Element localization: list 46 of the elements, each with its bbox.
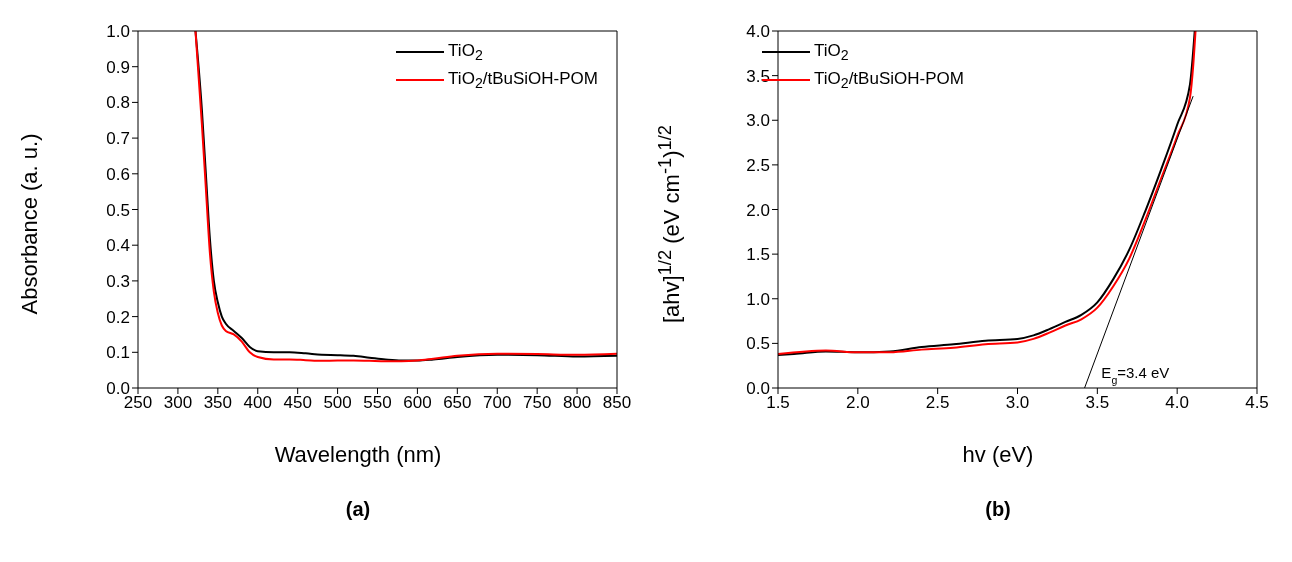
y-tick-label: 0.4 — [106, 236, 130, 256]
x-tick-label: 4.0 — [1165, 393, 1189, 413]
x-tick-label: 700 — [483, 393, 512, 413]
y-tick-label: 1.0 — [106, 22, 130, 42]
text: (b) — [985, 498, 1011, 520]
x-tick-label: 650 — [443, 393, 472, 413]
y-tick-label: 0.6 — [106, 164, 130, 184]
y-tick-label: 2.0 — [746, 200, 770, 220]
x-tick-label: 3.5 — [1085, 393, 1110, 413]
legend-label: TiO$_{2}$ — [448, 40, 483, 64]
x-tick-label: 750 — [522, 393, 552, 413]
x-tick-label: 4.5 — [1245, 393, 1269, 413]
x-tick-label: 1.5 — [766, 393, 790, 413]
x-tick-label: 300 — [163, 393, 193, 413]
x-tick-label: 800 — [562, 393, 592, 413]
text: (a) — [345, 498, 371, 520]
x-tick-label: 550 — [363, 393, 392, 413]
y-tick-label: 0.5 — [106, 200, 130, 220]
y-tick-label: 0.7 — [106, 129, 130, 149]
y-tick-label: 4.0 — [746, 22, 770, 42]
legend-label: TiO$_{2}$/tBuSiOH-POM — [814, 68, 964, 92]
y-tick-label: 0.2 — [106, 307, 130, 327]
x-tick-label: 350 — [203, 393, 233, 413]
y-tick-label: 3.0 — [746, 111, 770, 131]
x-tick-label: 400 — [243, 393, 272, 413]
x-tick-label: 2.0 — [846, 393, 870, 413]
y-tick-label: 2.5 — [746, 155, 770, 175]
y-tick-label: 0.5 — [746, 334, 770, 354]
y-tick-label: 1.5 — [746, 245, 770, 265]
x-tick-label: 3.0 — [1005, 393, 1030, 413]
x-tick-label: 850 — [602, 393, 632, 413]
legend-label: TiO$_{2}$ — [814, 40, 849, 64]
x-axis-title: Wavelength (nm) — [274, 442, 442, 467]
y-tick-label: 0.3 — [106, 271, 130, 291]
legend-label: TiO$_{2}$/tBuSiOH-POM — [448, 68, 598, 92]
x-axis-title: hv (eV) — [962, 442, 1034, 467]
y-tick-label: 0.9 — [106, 57, 130, 77]
y-tick-label: 0.1 — [106, 343, 130, 363]
y-axis-title: Absorbance (a. u.) — [17, 133, 42, 315]
x-tick-label: 600 — [403, 393, 432, 413]
x-tick-label: 450 — [283, 393, 312, 413]
y-tick-label: 0.8 — [106, 93, 130, 113]
y-tick-label: 1.0 — [746, 289, 770, 309]
x-tick-label: 2.5 — [925, 393, 950, 413]
annotation: E$_{g}$=3.4 eV — [1101, 364, 1170, 386]
x-tick-label: 500 — [323, 393, 352, 413]
